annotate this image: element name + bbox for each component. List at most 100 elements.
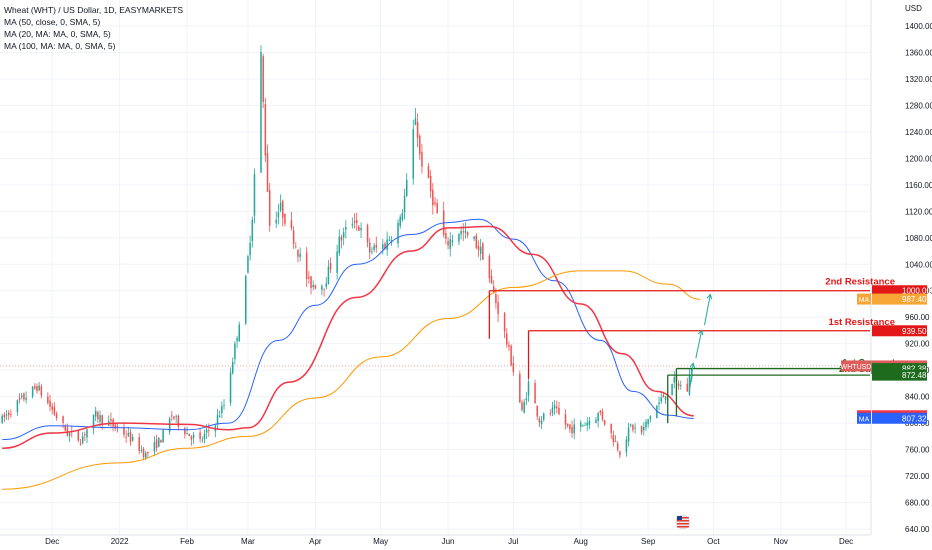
candle — [188, 433, 190, 437]
candle — [264, 97, 267, 163]
candle-body — [482, 243, 484, 260]
candle-body — [234, 343, 236, 360]
candle-body — [510, 345, 512, 366]
candle — [99, 410, 101, 427]
candle — [299, 247, 301, 262]
candle-body — [556, 406, 558, 409]
candle-body — [231, 361, 234, 374]
candle-body — [614, 441, 617, 442]
candle-body — [97, 411, 99, 420]
candle-body — [479, 246, 482, 254]
candle-body — [625, 439, 628, 453]
candle-body — [660, 397, 662, 402]
projection-arrow — [689, 363, 694, 389]
candle-body — [62, 416, 64, 423]
candle-body — [223, 405, 225, 406]
candle-body — [536, 405, 538, 417]
candle-body — [140, 450, 143, 451]
candle-body — [569, 424, 571, 430]
candle — [479, 238, 482, 261]
candle — [588, 416, 591, 430]
candle — [488, 253, 491, 283]
candle — [519, 370, 521, 403]
candle — [660, 391, 662, 405]
candle-body — [173, 416, 175, 419]
candles — [1, 45, 693, 461]
badge-prefix: WHTUSD — [841, 364, 872, 371]
candle — [475, 233, 478, 250]
candle-body — [677, 383, 680, 387]
candle — [419, 133, 421, 160]
candle — [492, 280, 495, 294]
candle — [97, 410, 99, 423]
candle-body — [312, 284, 314, 288]
candle-body — [647, 419, 649, 425]
candle — [173, 416, 175, 421]
candle — [142, 446, 145, 461]
candle — [77, 430, 80, 443]
candle — [510, 344, 512, 367]
candle — [308, 270, 310, 284]
candle — [647, 419, 649, 428]
candle-body — [192, 434, 195, 439]
candle — [310, 275, 312, 295]
candle — [534, 379, 536, 404]
y-tick-label: 1120.00 — [905, 207, 932, 216]
y-tick-label: 960.00 — [905, 313, 930, 322]
candle-body — [601, 411, 604, 420]
candle-body — [18, 397, 21, 400]
badge-bg — [872, 325, 927, 337]
y-tick-label: 1280.00 — [905, 101, 932, 110]
candle — [412, 120, 415, 185]
x-tick-label: 2022 — [111, 537, 129, 546]
candle-body — [323, 288, 325, 290]
candle — [112, 417, 114, 432]
candle — [556, 400, 558, 414]
candle-body — [86, 429, 88, 438]
candle — [512, 355, 515, 376]
candle — [540, 416, 543, 429]
candle — [229, 367, 232, 406]
candle — [603, 420, 606, 427]
candle-body — [447, 241, 449, 246]
candle — [236, 335, 238, 349]
candle-body — [586, 422, 589, 426]
candle-body — [201, 439, 204, 441]
candle — [401, 208, 404, 222]
candle — [203, 429, 206, 444]
badge-prefix-bg — [857, 412, 871, 424]
candle — [566, 423, 569, 428]
candle — [190, 435, 193, 446]
ma-line-0 — [2, 218, 694, 441]
candle — [656, 405, 658, 419]
candle-body — [627, 427, 630, 442]
candle-body — [208, 429, 210, 431]
flag-stripe — [676, 526, 689, 528]
candle — [147, 451, 149, 459]
candle-body — [295, 246, 297, 248]
candle — [249, 235, 251, 261]
indicator-ma50: MA (50, close, 0, SMA, 5) — [4, 17, 101, 27]
ma-line-1 — [2, 225, 694, 450]
candle — [175, 414, 177, 423]
candle — [421, 143, 423, 174]
candle — [649, 415, 652, 423]
candle-body — [55, 413, 58, 418]
candle — [251, 216, 254, 248]
candle-body — [403, 195, 406, 213]
candle-body — [338, 236, 341, 254]
candle — [680, 380, 682, 390]
candle — [601, 408, 604, 422]
candle-body — [251, 219, 254, 241]
candle — [16, 399, 19, 416]
candle — [558, 401, 560, 416]
candle — [671, 383, 673, 396]
candle — [123, 422, 125, 438]
candle — [279, 194, 282, 213]
candle — [627, 422, 630, 447]
candle — [447, 237, 449, 250]
candle-body — [673, 377, 676, 383]
candle — [432, 183, 434, 215]
candle — [7, 410, 10, 421]
